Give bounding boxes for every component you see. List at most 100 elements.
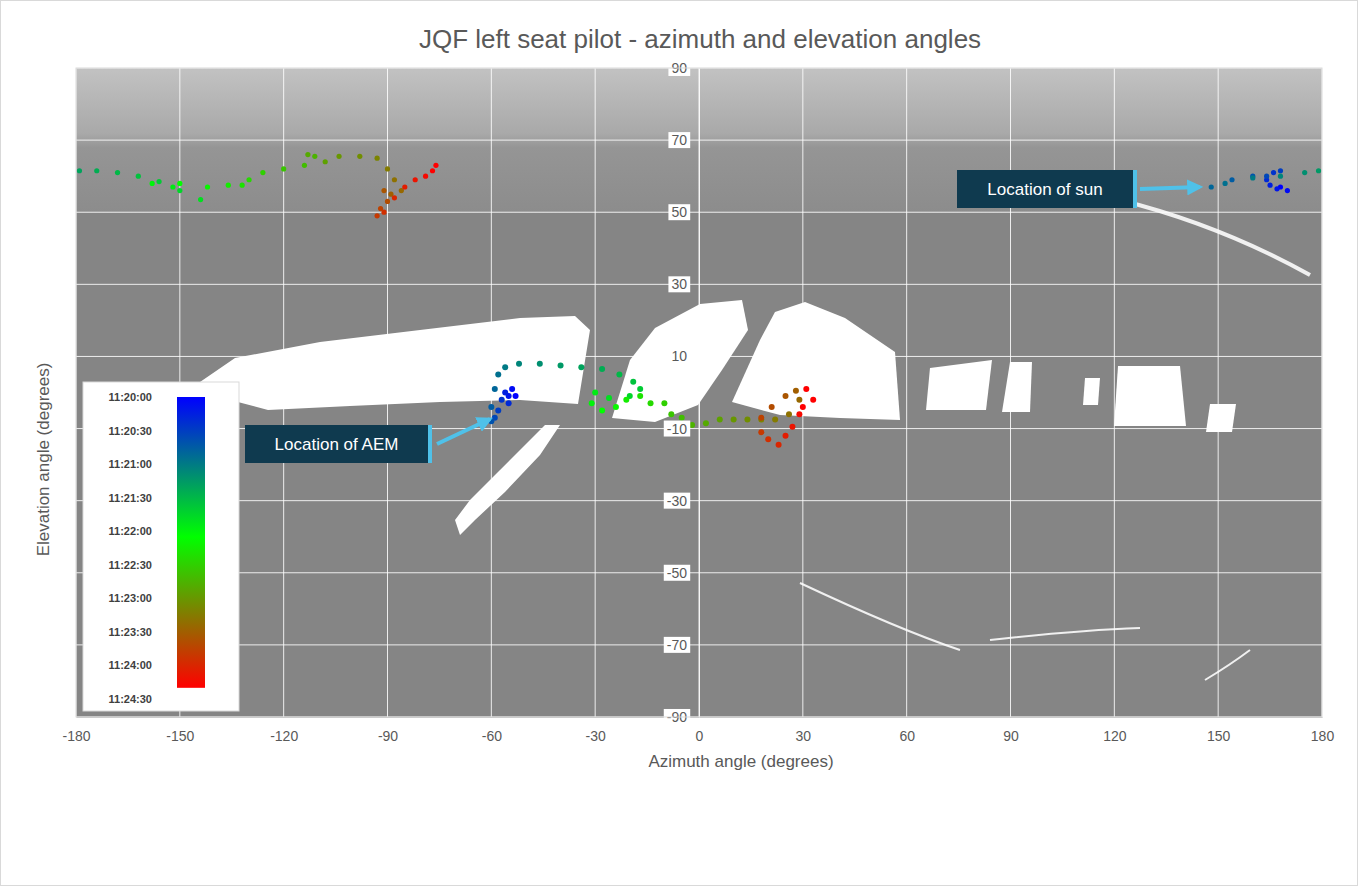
annotation-text: Location of sun [987,180,1102,199]
chart-root: -180-150-120-90-60-300306090120150180-90… [0,0,1358,886]
gaze-point [170,184,175,189]
frame-edge [1205,650,1250,680]
cockpit-window [1083,378,1100,405]
colorbar-tick: 11:21:30 [109,492,158,504]
y-tick-label: -50 [667,565,687,581]
gaze-point [648,400,654,406]
grid-line-x [283,68,284,717]
gaze-point [1285,188,1290,193]
colorbar-tick-label: 11:21:00 [109,458,152,470]
plot-frame [76,68,1322,717]
colorbar-tick-label: 11:20:30 [109,425,152,437]
y-tick-label: -10 [667,421,687,437]
gaze-point [783,433,789,439]
gaze-point [589,400,595,406]
gaze-point [302,163,307,168]
colorbar-tick-label: 11:22:30 [109,559,152,571]
grid-line-x [491,68,492,717]
x-tick-label: -90 [378,728,398,744]
background [76,68,1322,717]
gaze-point [1264,174,1269,179]
gaze-point [495,408,501,414]
gaze-point [177,188,182,193]
annotation: Location of sun [957,170,1200,208]
gaze-point [260,170,265,175]
colorbar: 11:20:00 11:20:30 11:21:00 11:21:30 11:22:00… [83,382,239,711]
gaze-point [599,366,605,372]
colorbar-tick-label: 11:24:00 [109,659,152,671]
gaze-point [495,371,501,377]
y-tick-label-bg [668,132,690,148]
gaze-point [312,154,317,159]
gaze-point [630,379,636,385]
colorbar-tick-label: 11:20:00 [109,391,152,403]
cockpit-window [926,360,992,410]
x-tick-label: 0 [696,728,704,744]
cockpit-window [1206,404,1236,432]
cockpit-window [1002,362,1032,412]
colorbar-tick: 11:24:30 [109,693,158,705]
gaze-point [94,168,99,173]
x-tick-label: -120 [270,728,298,744]
colorbar-tick: 11:23:30 [109,626,158,638]
colorbar-tick: 11:23:00 [109,592,158,604]
gaze-point [731,417,737,423]
gaze-point [744,417,750,423]
x-tick: -150 [166,717,194,744]
gaze-point [758,429,764,435]
cockpit-window [455,425,560,535]
gaze-point [392,177,397,182]
gaze-point [758,415,764,421]
gaze-point [1209,184,1214,189]
gaze-point [1274,186,1279,191]
gaze-point [323,159,328,164]
colorbar-box [83,382,239,711]
cockpit-window [612,300,748,422]
gaze-point [205,184,210,189]
gaze-point [793,388,799,394]
y-tick: 50 [668,204,699,220]
gaze-point [240,183,245,188]
gaze-point [226,183,231,188]
x-tick-label: 30 [796,728,812,744]
gaze-point [499,397,505,403]
gaze-point [423,174,428,179]
gaze-point [509,386,515,392]
y-tick-label-bg [664,637,690,653]
y-tick: -70 [664,637,699,653]
gaze-point [592,390,598,396]
gaze-point [578,364,584,370]
gaze-point [661,400,667,406]
gaze-point [786,411,792,417]
cockpit-window [1114,366,1186,426]
x-tick: 30 [796,717,812,744]
gaze-point [281,166,286,171]
y-tick: 70 [668,132,699,148]
colorbar-tick: 11:21:00 [109,458,158,470]
y-tick-label-bg [668,348,690,364]
y-tick-label-bg [664,421,690,437]
x-tick: 180 [1311,717,1335,744]
colorbar-tick: 11:22:00 [109,525,158,537]
cockpit-window [732,302,900,420]
gaze-point [703,420,709,426]
gaze-point [599,408,605,414]
gaze-point [1267,183,1272,188]
gaze-point [783,393,789,399]
gaze-point [537,361,543,367]
gaze-point [1271,170,1276,175]
x-tick: 60 [899,717,915,744]
colorbar-tick: 11:20:30 [109,425,158,437]
colorbar-tick-label: 11:23:00 [109,592,152,604]
annotation-box [245,425,432,463]
y-tick-label: 30 [671,276,687,292]
gaze-point [136,174,141,179]
glare-streak [1120,200,1310,275]
y-tick-label: 50 [671,204,687,220]
colorbar-tick: 11:20:00 [109,391,158,403]
colorbar-tick-label: 11:21:30 [109,492,152,504]
colorbar-tick: 11:24:00 [109,659,158,671]
gaze-point [623,397,629,403]
grid-line-x [699,68,700,717]
gaze-point [616,371,622,377]
